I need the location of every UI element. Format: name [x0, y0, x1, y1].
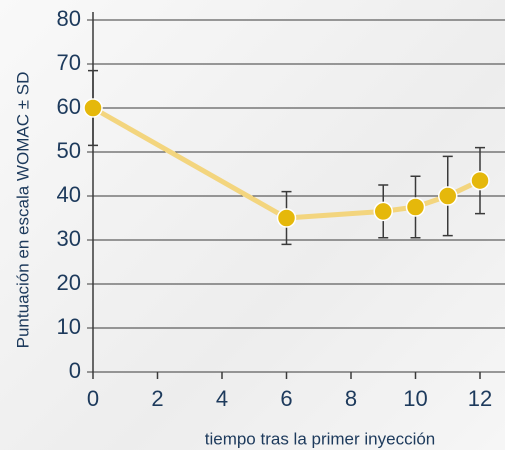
x-tick-label: 10	[403, 386, 427, 411]
y-tick-label: 10	[57, 314, 81, 339]
point	[470, 170, 490, 191]
x-axis-label: tiempo tras la primer inyección	[205, 429, 436, 448]
y-tick-label: 60	[57, 94, 81, 119]
y-tick-label: 80	[57, 6, 81, 31]
y-tick-label: 20	[57, 270, 81, 295]
x-tick-label: 6	[280, 386, 292, 411]
y-tick-label: 70	[57, 50, 81, 75]
point	[405, 197, 426, 217]
x-tick-label: 12	[468, 386, 492, 411]
y-tick-label: 0	[69, 358, 81, 383]
point	[438, 186, 458, 206]
y-tick-label: 50	[57, 138, 81, 163]
x-tick-label: 0	[87, 386, 99, 411]
y-tick-label: 40	[57, 182, 81, 207]
x-tick-label: 2	[151, 386, 163, 411]
x-tick-label: 8	[345, 386, 357, 411]
point	[276, 208, 297, 228]
point	[83, 98, 103, 118]
y-axis-label: Puntuación en escala WOMAC ± SD	[13, 72, 32, 349]
point	[373, 201, 393, 222]
x-tick-label: 4	[216, 386, 228, 411]
y-tick-label: 30	[57, 226, 81, 251]
